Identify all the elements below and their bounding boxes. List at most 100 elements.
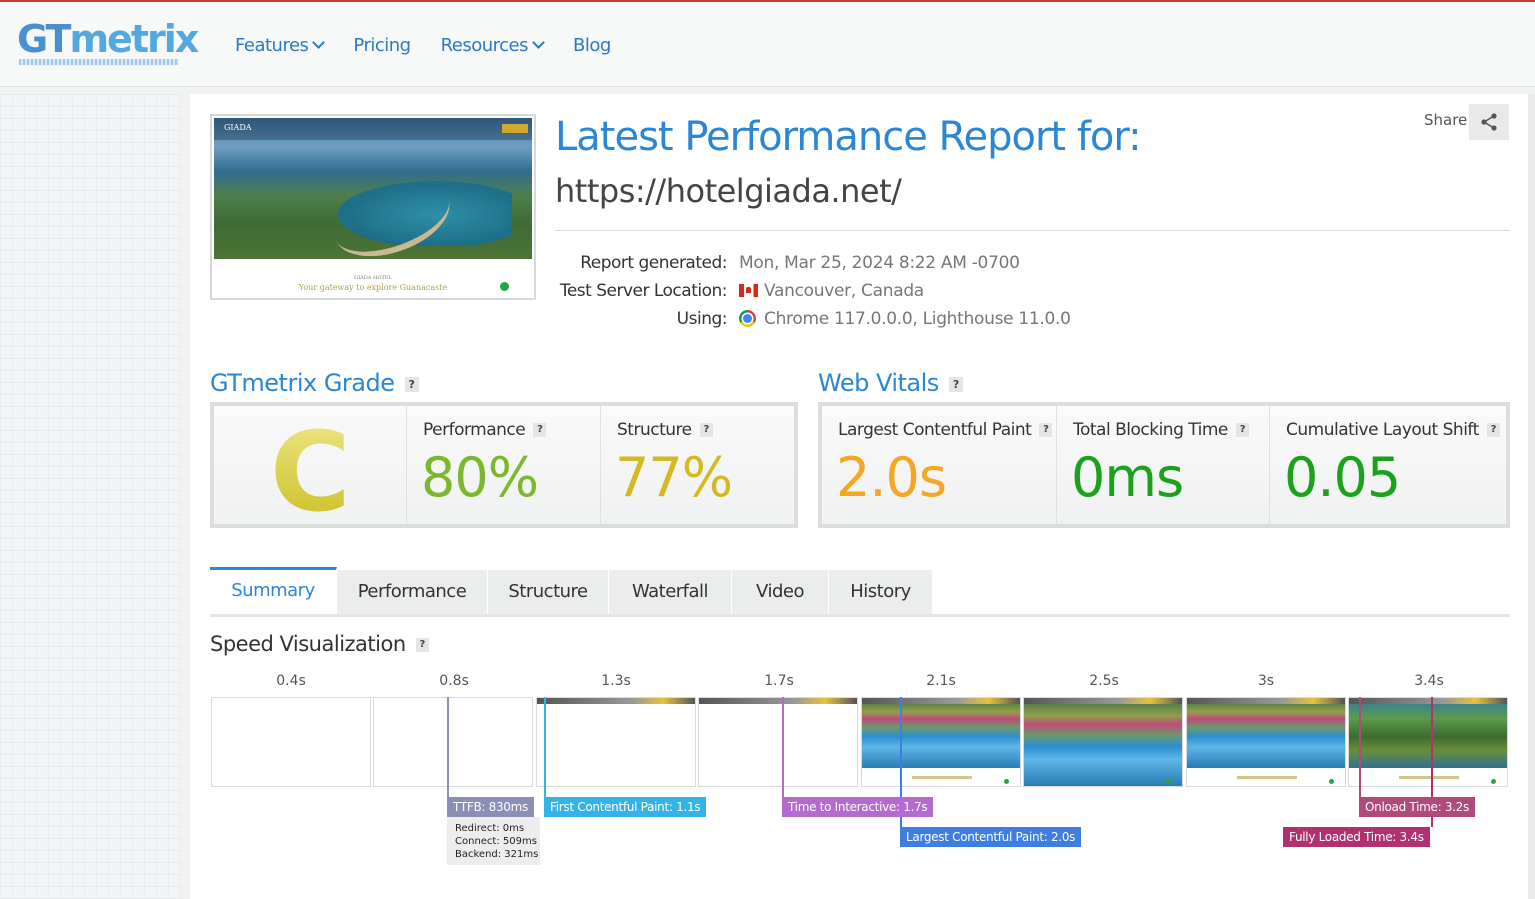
help-icon[interactable]: ? [1039,423,1053,437]
help-icon[interactable]: ? [699,423,713,437]
thumbnail-brand: GIADA [224,123,252,132]
meta-value-generated: Mon, Mar 25, 2024 8:22 AM -0700 [739,253,1020,273]
meta-value-using-row: Chrome 117.0.0.0, Lighthouse 11.0.0 [739,309,1071,329]
ttfb-line [447,697,449,797]
tab-video[interactable]: Video [732,570,829,614]
timeline-tick: 3.4s [1414,673,1444,689]
help-icon[interactable]: ? [948,376,963,392]
canada-flag-icon [739,284,758,297]
thumbnail-caption: Your gateway to explore Guanacaste [298,283,448,292]
structure-label-row: Structure? [617,420,713,440]
lcp-value: 2.0s [836,446,947,509]
logo-gt-text: GT [17,17,71,61]
filmstrip-frame[interactable] [861,697,1021,787]
nav-pricing[interactable]: Pricing [353,35,411,56]
performance-cell: Performance? 80% [407,406,601,524]
timeline-tick: 2.1s [926,673,956,689]
lcp-label-row: Largest Contentful Paint? [838,420,1053,440]
lcp-marker[interactable]: Largest Contentful Paint: 2.0s [900,827,1082,847]
tab-history[interactable]: History [829,570,933,614]
filmstrip-frame[interactable] [1348,697,1508,787]
filmstrip-frame[interactable] [211,697,371,787]
tbt-label-row: Total Blocking Time? [1073,420,1249,440]
filmstrip-frame[interactable] [1186,697,1346,787]
main-nav: Features Pricing Resources Blog [235,35,641,56]
site-header: GTmetrix Features Pricing Resources Blog [0,2,1535,87]
thumbnail-book-button [502,124,528,133]
meta-label-generated: Report generated: [580,253,727,273]
timeline-tick: 1.3s [601,673,631,689]
logo-metrix-text: metrix [69,17,199,61]
whatsapp-icon [500,282,509,291]
structure-value: 77% [615,446,733,509]
timeline-tick: 0.8s [439,673,469,689]
cls-cell: Cumulative Layout Shift? 0.05 [1270,406,1506,524]
fully-loaded-marker[interactable]: Fully Loaded Time: 3.4s [1283,827,1430,847]
meta-label-using: Using: [676,309,728,329]
performance-value: 80% [421,446,539,509]
speed-title-text: Speed Visualization [210,632,406,656]
help-icon[interactable]: ? [404,376,419,392]
nav-resources[interactable]: Resources [441,35,545,56]
help-icon[interactable]: ? [1235,423,1249,437]
thumbnail-caption-small: GIADA HOTEL [354,275,392,281]
grade-section-title: GTmetrix Grade? [210,369,419,397]
logo-ruler-decoration [19,59,179,65]
thumbnail-bay [322,176,512,246]
help-icon[interactable]: ? [1486,423,1500,437]
ttfb-backend: Backend: 321ms [455,849,539,860]
share-button[interactable] [1469,104,1509,140]
meta-value-using: Chrome 117.0.0.0, Lighthouse 11.0.0 [764,309,1071,329]
cls-label: Cumulative Layout Shift [1286,420,1479,440]
tti-marker[interactable]: Time to Interactive: 1.7s [782,797,934,817]
vitals-section-title: Web Vitals? [818,369,963,397]
right-background-pattern [1528,94,1535,899]
help-icon[interactable]: ? [533,423,547,437]
fcp-marker[interactable]: First Contentful Paint: 1.1s [544,797,707,817]
tbt-cell: Total Blocking Time? 0ms [1057,406,1270,524]
tbt-label: Total Blocking Time [1073,420,1228,440]
ttfb-details: Redirect: 0ms Connect: 509ms Backend: 32… [447,817,540,865]
lcp-label: Largest Contentful Paint [838,420,1032,440]
filmstrip-frame[interactable] [698,697,858,787]
nav-pricing-label: Pricing [353,35,411,56]
tti-line [782,697,784,797]
timeline-tick: 0.4s [276,673,306,689]
performance-label: Performance [423,420,526,440]
tab-structure[interactable]: Structure [488,570,609,614]
cls-value: 0.05 [1284,446,1401,509]
timeline-tick: 1.7s [764,673,794,689]
cls-label-row: Cumulative Layout Shift? [1286,420,1500,440]
gtmetrix-logo[interactable]: GTmetrix [17,17,199,61]
tab-performance[interactable]: Performance [337,570,488,614]
nav-blog-label: Blog [573,35,611,56]
grade-title-text: GTmetrix Grade [210,369,395,397]
vitals-title-text: Web Vitals [818,369,939,397]
tab-summary[interactable]: Summary [210,567,337,614]
filmstrip-frame[interactable] [1023,697,1183,787]
filmstrip-frame[interactable] [536,697,696,787]
lcp-cell: Largest Contentful Paint? 2.0s [822,406,1057,524]
nav-features[interactable]: Features [235,35,326,56]
help-icon[interactable]: ? [415,638,429,652]
tbt-value: 0ms [1071,446,1184,509]
onload-marker[interactable]: Onload Time: 3.2s [1359,797,1475,817]
speed-visualization-title: Speed Visualization? [210,632,429,656]
chevron-down-icon [532,36,545,49]
nav-blog[interactable]: Blog [573,35,611,56]
tab-waterfall[interactable]: Waterfall [609,570,732,614]
meta-value-location-row: Vancouver, Canada [739,281,924,301]
timeline-tick: 2.5s [1089,673,1119,689]
filmstrip-frame[interactable] [373,697,533,787]
ttfb-marker[interactable]: TTFB: 830ms [447,797,534,817]
grade-letter: C [270,408,351,536]
left-background-pattern [0,94,182,899]
fully-loaded-line [1431,697,1433,827]
structure-cell: Structure? 77% [601,406,794,524]
lcp-line [900,697,902,827]
report-title: Latest Performance Report for: [555,114,1142,160]
site-screenshot-thumbnail[interactable]: GIADA GIADA HOTEL Your gateway to explor… [210,114,536,300]
meta-value-location: Vancouver, Canada [764,281,924,301]
share-icon [1481,113,1497,131]
chevron-down-icon [312,36,326,49]
